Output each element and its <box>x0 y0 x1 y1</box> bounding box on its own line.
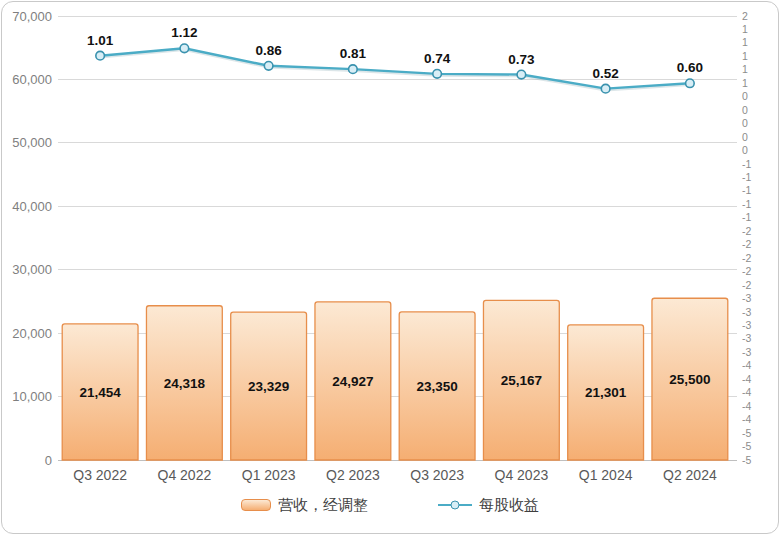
chart-frame: 70,000 60,000 50,000 40,000 30,000 20,000 10,0… <box>1 1 779 534</box>
revenue-bar-value-label: 25,167 <box>501 373 542 388</box>
right-axis-tick-label: -3 <box>742 332 751 344</box>
eps-marker <box>433 70 442 79</box>
right-axis-tick-label: 1 <box>742 63 748 75</box>
right-axis-tick-label: -1 <box>742 184 751 196</box>
chart-legend: 营收，经调整 每股收益 <box>2 491 778 519</box>
left-axis-tick-label: 60,000 <box>12 72 52 87</box>
x-axis-category-label: Q3 2023 <box>410 467 464 483</box>
left-axis-tick-label: 50,000 <box>12 135 52 150</box>
right-axis-tick-label: -2 <box>742 265 751 277</box>
left-axis-tick-label: 10,000 <box>12 389 52 404</box>
left-axis-tick-label: 70,000 <box>12 9 52 24</box>
right-axis-tick-label: 0 <box>742 144 748 156</box>
eps-marker <box>264 61 273 70</box>
right-axis-tick-label: -3 <box>742 346 751 358</box>
legend-item-eps: 每股收益 <box>438 496 539 515</box>
right-axis-tick-label: 1 <box>742 77 748 89</box>
left-axis-tick-label: 40,000 <box>12 199 52 214</box>
revenue-bar-value-label: 23,329 <box>248 379 289 394</box>
left-axis-tick-label: 20,000 <box>12 326 52 341</box>
eps-marker <box>517 70 526 79</box>
revenue-bar-value-label: 25,500 <box>669 372 710 387</box>
eps-marker <box>180 44 189 53</box>
right-axis-tick-label: -2 <box>742 225 751 237</box>
right-axis-tick-label: 2 <box>742 10 748 22</box>
left-axis-tick-label: 30,000 <box>12 262 52 277</box>
eps-value-label: 0.52 <box>592 66 618 81</box>
right-axis-tick-label: 0 <box>742 104 748 116</box>
right-axis-tick-label: -2 <box>742 238 751 250</box>
revenue-bar-value-label: 21,301 <box>585 385 627 400</box>
right-axis-tick-label: -5 <box>742 427 751 439</box>
left-axis-tick-label: 0 <box>45 453 52 468</box>
right-axis-tick-label: -2 <box>742 279 751 291</box>
eps-value-label: 0.73 <box>508 52 535 67</box>
right-axis-tick-label: -4 <box>742 359 751 371</box>
eps-value-label: 0.74 <box>424 51 451 66</box>
right-axis-tick-label: 0 <box>742 90 748 102</box>
right-axis-tick-label: -5 <box>742 440 751 452</box>
legend-label-revenue: 营收，经调整 <box>278 496 368 515</box>
combo-chart: 70,000 60,000 50,000 40,000 30,000 20,000 10,0… <box>2 2 779 534</box>
revenue-bar-value-label: 21,454 <box>79 385 121 400</box>
eps-marker <box>96 51 105 60</box>
eps-marker <box>349 65 358 74</box>
x-axis-category-label: Q2 2023 <box>326 467 380 483</box>
right-axis-tick-label: 0 <box>742 131 748 143</box>
legend-label-eps: 每股收益 <box>479 496 539 515</box>
right-axis-tick-label: -1 <box>742 211 751 223</box>
right-axis-tick-label: -2 <box>742 252 751 264</box>
x-axis-category-label: Q3 2022 <box>73 467 127 483</box>
eps-value-label: 0.60 <box>677 60 703 75</box>
revenue-bar-value-label: 23,350 <box>416 379 457 394</box>
eps-value-label: 1.01 <box>87 33 114 48</box>
x-axis-category-label: Q4 2022 <box>158 467 212 483</box>
right-axis-tick-label: 1 <box>742 50 748 62</box>
eps-value-label: 0.81 <box>340 46 367 61</box>
eps-marker <box>686 79 695 88</box>
right-axis-tick-label: -1 <box>742 158 751 170</box>
right-axis-tick-label: -4 <box>742 400 751 412</box>
right-axis-tick-label: -3 <box>742 306 751 318</box>
right-axis-tick-label: 0 <box>742 117 748 129</box>
x-axis-category-label: Q1 2023 <box>242 467 296 483</box>
right-axis-tick-label: -3 <box>742 292 751 304</box>
legend-item-revenue: 营收，经调整 <box>241 496 368 515</box>
eps-value-label: 1.12 <box>171 25 197 40</box>
right-axis-tick-label: 1 <box>742 23 748 35</box>
revenue-bar-value-label: 24,318 <box>164 376 206 391</box>
right-axis-tick-label: -1 <box>742 171 751 183</box>
eps-line-marker-icon <box>438 504 472 506</box>
revenue-swatch-icon <box>241 499 271 511</box>
x-axis-category-label: Q1 2024 <box>579 467 633 483</box>
right-axis-tick-label: -4 <box>742 373 751 385</box>
right-axis-tick-label: -5 <box>742 454 751 466</box>
eps-marker <box>601 84 610 93</box>
right-axis-tick-label: -4 <box>742 413 751 425</box>
eps-value-label: 0.86 <box>255 43 282 58</box>
revenue-bar-value-label: 24,927 <box>332 374 373 389</box>
right-axis-tick-label: -1 <box>742 198 751 210</box>
x-axis-category-label: Q4 2023 <box>495 467 549 483</box>
right-axis-tick-label: -3 <box>742 319 751 331</box>
x-axis-category-label: Q2 2024 <box>663 467 717 483</box>
right-axis-tick-label: 1 <box>742 36 748 48</box>
right-axis-tick-label: -4 <box>742 386 751 398</box>
